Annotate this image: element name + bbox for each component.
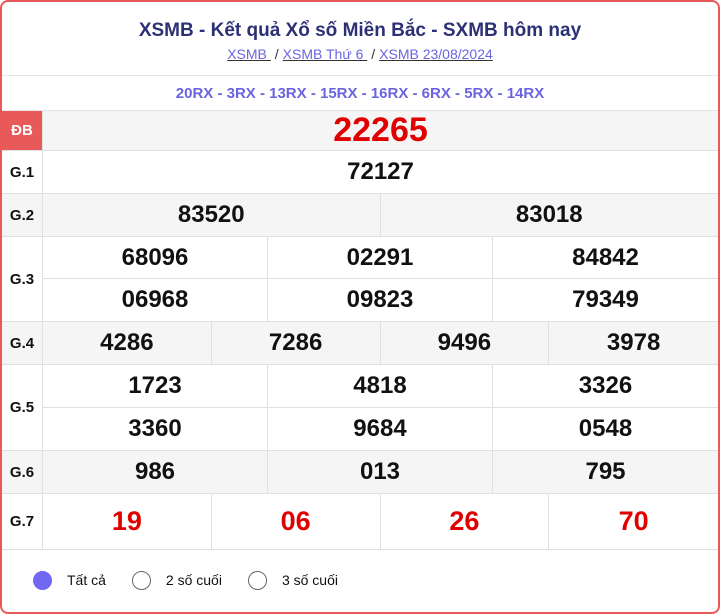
prize-number: 3978 xyxy=(606,329,661,356)
special-prize-number: 22265 xyxy=(333,111,428,149)
prize-number: 986 xyxy=(43,451,268,493)
prize-label: G.1 xyxy=(2,151,43,193)
prize-row-g6: G.6 986 013 795 xyxy=(2,451,718,494)
prize-label: G.5 xyxy=(2,365,43,450)
prize-number: 06 xyxy=(212,494,381,549)
prize-label: G.4 xyxy=(2,322,43,364)
radio-label: Tất cả xyxy=(67,572,106,588)
breadcrumb-separator: / xyxy=(371,46,376,62)
draw-codes: 20RX - 3RX - 13RX - 15RX - 16RX - 6RX - … xyxy=(2,76,718,111)
prize-row-g2: G.2 83520 83018 xyxy=(2,194,718,237)
breadcrumb-weekday[interactable]: XSMB Thứ 6 xyxy=(282,46,368,62)
prize-number: 83520 xyxy=(43,194,381,236)
prize-number: 84842 xyxy=(493,237,718,279)
prize-number: 795 xyxy=(585,458,626,485)
prize-number: 0548 xyxy=(578,414,633,442)
filter-last3-radio[interactable]: 3 số cuối xyxy=(247,570,338,590)
prize-number: 83018 xyxy=(515,201,583,228)
prize-number: 02291 xyxy=(268,237,493,279)
radio-unselected-icon[interactable] xyxy=(131,570,151,590)
prize-number: 70 xyxy=(618,506,649,536)
prize-row-g5: G.5 1723 4818 3326 3360 9684 0548 xyxy=(2,365,718,451)
prize-number: 79349 xyxy=(572,286,639,313)
prize-number: 09823 xyxy=(268,279,493,321)
prize-number: 19 xyxy=(43,494,212,549)
page-title: XSMB - Kết quả Xổ số Miền Bắc - SXMB hôm… xyxy=(138,20,582,41)
header: XSMB - Kết quả Xổ số Miền Bắc - SXMB hôm… xyxy=(2,2,718,76)
prize-number: 4818 xyxy=(268,365,493,408)
breadcrumb-date[interactable]: XSMB 23/08/2024 xyxy=(379,46,493,62)
prize-number: 9684 xyxy=(268,407,493,450)
prize-row-g7: G.7 19 06 26 70 xyxy=(2,494,718,550)
filter-all-radio[interactable]: Tất cả xyxy=(33,570,106,590)
breadcrumb: XSMB / XSMB Thứ 6 /XSMB 23/08/2024 xyxy=(2,46,718,62)
prize-number: 3326 xyxy=(493,365,718,408)
prize-label: G.3 xyxy=(2,237,43,321)
prize-row-db: ĐB 22265 xyxy=(2,111,718,151)
radio-label: 3 số cuối xyxy=(281,572,338,588)
prize-number: 72127 xyxy=(347,158,414,185)
prize-number: 4286 xyxy=(43,322,212,364)
prize-number: 68096 xyxy=(43,237,268,279)
radio-unselected-icon[interactable] xyxy=(247,570,267,590)
prize-row-g4: G.4 4286 7286 9496 3978 xyxy=(2,322,718,365)
breadcrumb-separator: / xyxy=(274,46,279,62)
prize-label: G.7 xyxy=(2,494,43,549)
breadcrumb-xsmb[interactable]: XSMB xyxy=(227,46,271,62)
prize-number: 06968 xyxy=(43,279,268,321)
prize-row-g1: G.1 72127 xyxy=(2,151,718,194)
prize-number: 9496 xyxy=(381,322,550,364)
prize-label: ĐB xyxy=(2,111,43,150)
prize-row-g3: G.3 68096 02291 84842 06968 09823 79349 xyxy=(2,237,718,322)
prize-number: 7286 xyxy=(212,322,381,364)
digit-filter: Tất cả 2 số cuối 3 số cuối xyxy=(2,550,718,610)
prize-number: 3360 xyxy=(43,407,268,450)
prize-number: 1723 xyxy=(43,365,268,408)
radio-selected-icon[interactable] xyxy=(33,570,52,590)
prize-number: 26 xyxy=(381,494,550,549)
prize-number: 013 xyxy=(268,451,493,493)
filter-last2-radio[interactable]: 2 số cuối xyxy=(131,570,222,590)
prize-label: G.2 xyxy=(2,194,43,236)
radio-label: 2 số cuối xyxy=(165,572,222,588)
prize-label: G.6 xyxy=(2,451,43,493)
